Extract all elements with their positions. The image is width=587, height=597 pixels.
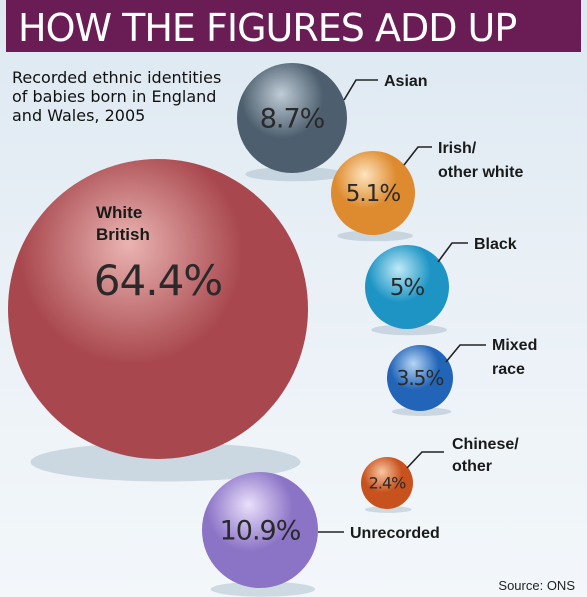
irish-other-white-value: 5.1%: [346, 181, 401, 207]
unrecorded-shadow: [210, 581, 316, 597]
white-british-label: White British: [96, 203, 150, 244]
white-british-bubble: [8, 159, 308, 459]
irish-other-white-shadow: [337, 230, 413, 242]
mixed-race-leader-line: [445, 344, 486, 363]
asian-label: Asian: [384, 73, 428, 90]
mixed-race-value: 3.5%: [397, 366, 444, 390]
asian-shadow: [245, 166, 345, 182]
chart-subtitle: Recorded ethnic identities of babies bor…: [12, 68, 222, 125]
asian-value: 8.7%: [260, 103, 325, 134]
mixed-race-label: Mixed race: [492, 337, 537, 378]
chinese-other-bubble: [361, 457, 413, 509]
source-note: Source: ONS: [498, 578, 575, 593]
asian-leader-line: [343, 79, 378, 101]
chart-title: HOW THE FIGURES ADD UP: [18, 6, 517, 50]
irish-other-white-leader-line: [403, 146, 432, 166]
irish-other-white-label: Irish/other white: [438, 140, 523, 181]
irish-other-white-bubble: [331, 151, 415, 235]
black-leader-line: [437, 242, 468, 263]
asian-bubble: [237, 63, 347, 173]
mixed-race-bubble: [387, 345, 453, 411]
black-bubble: [365, 245, 449, 329]
mixed-race-shadow: [391, 407, 452, 416]
unrecorded-value: 10.9%: [220, 515, 301, 546]
black-label: Black: [474, 236, 517, 253]
chinese-other-shadow: [364, 506, 412, 513]
chinese-other-label: Chinese/other: [452, 436, 519, 475]
unrecorded-bubble: [202, 472, 318, 588]
chinese-other-value: 2.4%: [369, 474, 406, 493]
white-british-shadow: [30, 442, 301, 482]
chinese-other-leader-line: [406, 451, 444, 469]
title-bar: HOW THE FIGURES ADD UP: [6, 0, 581, 52]
unrecorded-label: Unrecorded: [350, 525, 440, 542]
white-british-value: 64.4%: [94, 256, 222, 305]
black-value: 5%: [390, 275, 425, 301]
black-shadow: [371, 324, 447, 336]
